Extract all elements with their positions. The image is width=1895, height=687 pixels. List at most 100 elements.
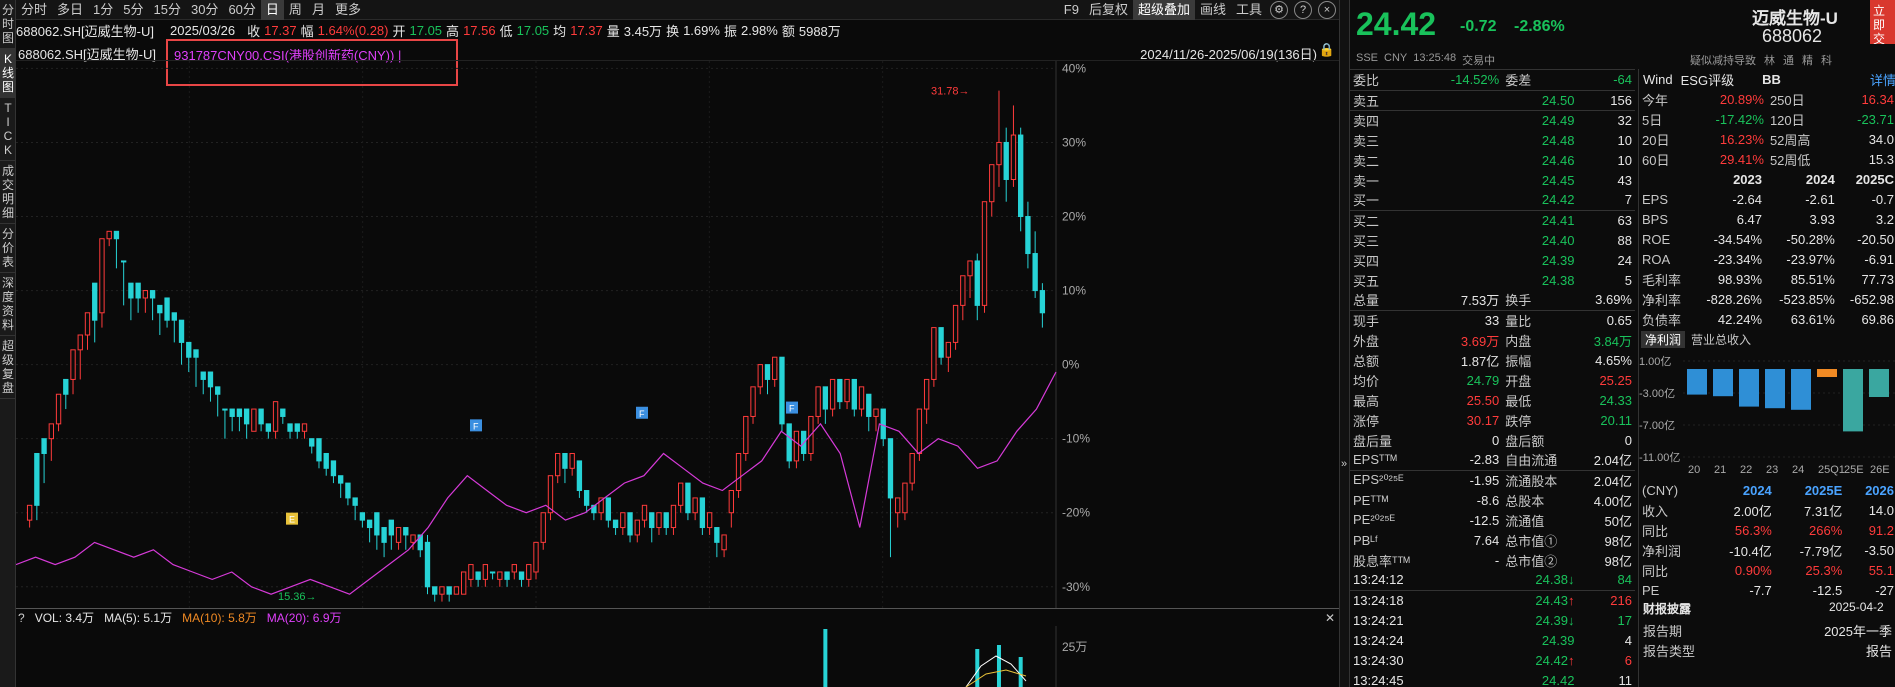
tab-revenue[interactable]: 营业总收入 (1691, 332, 1752, 347)
order-book: 委比 -14.52% 委差 -64 卖五 24.50 156 卖四 24.49 32 卖三 24.48… (1350, 69, 1635, 687)
fund-row-cell: 2.04亿 (1593, 453, 1632, 469)
period-tab[interactable]: 月 (311, 1, 325, 17)
period-tab[interactable]: 1分 (93, 1, 114, 17)
perf-value: 16.34 (1861, 91, 1894, 107)
event-marker[interactable] (636, 406, 648, 419)
ask-row: 卖二 24.46 10 (1350, 150, 1635, 170)
candle-body (641, 504, 648, 521)
toolbar-item[interactable]: 超级叠加 (1132, 0, 1195, 20)
lock-icon[interactable]: 🔒 (1318, 42, 1335, 57)
candle-body (815, 386, 821, 417)
chart-range[interactable]: 2024/11/26-2025/06/19(136日) (1140, 47, 1317, 62)
candle-body (41, 438, 47, 454)
ask-row-cell: 卖二 (1353, 153, 1380, 169)
volume-chart[interactable]: 25万 (16, 626, 1339, 687)
left-nav-char: 图 (1, 31, 14, 45)
candle-body (164, 297, 170, 321)
period-tab[interactable]: 5分 (123, 1, 144, 17)
event-marker[interactable] (470, 419, 482, 432)
candle-body (540, 512, 546, 543)
left-nav-item[interactable]: 成交明细 (0, 161, 16, 224)
fundamentals-column: Wind ESG评级 BB 详情 今年 20.89% 250日 16.34 5日 -17.… (1638, 69, 1895, 687)
tag-1[interactable]: 疑似减持导致 (1690, 55, 1756, 67)
stat-row-cell: 24.79 (1466, 372, 1500, 388)
close-icon[interactable]: × (1318, 0, 1336, 19)
candle-body (352, 497, 358, 506)
profit-bar (1791, 369, 1811, 410)
high-label: 高 (446, 23, 460, 39)
left-nav-item[interactable]: 分时图 (0, 0, 16, 49)
period-tab[interactable]: 周 (288, 1, 302, 17)
left-nav-char: 度 (1, 290, 14, 304)
tab-net-profit[interactable]: 净利润 (1641, 330, 1686, 348)
stat-row-cell: 换手 (1505, 293, 1532, 309)
period-tab[interactable]: 日 (260, 0, 284, 20)
candle-body (439, 586, 445, 595)
settings-icon[interactable]: ⚙ (1270, 0, 1288, 19)
period-tab[interactable]: 分时 (21, 1, 48, 17)
bid-row-cell: 7 (1624, 192, 1632, 208)
candle-body (750, 386, 756, 417)
vol-help-icon[interactable]: ? (18, 610, 25, 625)
bid-row-cell: 24 (1617, 252, 1632, 268)
period-tab[interactable]: 60分 (228, 1, 256, 17)
price-change: -0.72 (1460, 18, 1497, 35)
left-nav-char: 复 (1, 367, 14, 381)
vol-close-icon[interactable]: ✕ (1324, 610, 1335, 625)
left-nav-item[interactable]: 超级复盘 (0, 336, 16, 399)
tag-5[interactable]: 科 (1821, 55, 1832, 67)
candle-body (598, 497, 604, 514)
period-tab[interactable]: 多日 (57, 1, 84, 17)
est-cell: 同比 (1642, 523, 1669, 539)
toolbar-item[interactable]: 工具 (1235, 1, 1262, 17)
collapse-arrow-icon[interactable]: » (1341, 458, 1348, 470)
candle-body (323, 452, 329, 469)
candle-body (866, 393, 872, 417)
candle-body (222, 408, 228, 411)
period-tab[interactable]: 30分 (190, 1, 219, 17)
report-period: 2025年一季 (1824, 623, 1892, 639)
stat-row-cell: 外盘 (1353, 333, 1380, 349)
help-icon[interactable]: ? (1294, 0, 1312, 19)
event-marker[interactable] (286, 512, 298, 525)
candle-body (77, 334, 83, 351)
toolbar-item[interactable]: 画线 (1199, 1, 1226, 17)
event-marker[interactable] (786, 401, 798, 414)
fin-cell: -0.7 (1871, 191, 1894, 207)
toolbar-item[interactable]: F9 (1063, 1, 1079, 17)
esg-detail-link[interactable]: 详情 (1869, 72, 1895, 88)
candle-body (417, 534, 423, 551)
candle-body (989, 164, 995, 203)
period-tab[interactable]: 更多 (334, 1, 361, 17)
trade-button[interactable]: 立即交易 (1870, 0, 1895, 44)
vol-ma10-line (965, 669, 1027, 687)
panel-divider[interactable]: » (1339, 0, 1349, 687)
tag-3[interactable]: 通 (1783, 55, 1794, 67)
left-nav-char: 交 (1, 178, 14, 192)
perf-value: -23.71 (1857, 111, 1894, 127)
candle-body (410, 534, 416, 543)
tag-4[interactable]: 精 (1802, 55, 1813, 67)
overlay-highlight-box[interactable]: 931787CNY00.CSI(港股创新药(CNY)) | (166, 39, 458, 86)
bid-row-cell: 24.39 (1541, 252, 1575, 268)
left-nav-item[interactable]: 深度资料 (0, 273, 16, 336)
est-cell: 净利润 (1642, 543, 1682, 559)
left-nav-item[interactable]: 分价表 (0, 224, 16, 273)
fund-row: EPSᵀᵀᴹ -2.83 自由流通 2.04亿 (1350, 450, 1635, 470)
stat-row-cell: 1.87亿 (1460, 353, 1500, 369)
toolbar-item[interactable]: 后复权 (1088, 1, 1128, 17)
fin-cell: -50.28% (1786, 231, 1835, 247)
kline-chart[interactable]: 40% 30% 20% 10% 0% -10% -20% -30% 31.78→ 15.36→ E F… (16, 60, 1339, 608)
perf-value: 16.23% (1719, 131, 1764, 147)
stat-row-cell: 3.69万 (1460, 333, 1500, 349)
candle-body (468, 564, 474, 580)
y-tick-label: 0% (1062, 358, 1080, 372)
tick-row: 13:24:24 24.39 4 (1350, 630, 1635, 650)
tag-2[interactable]: 林 (1764, 55, 1775, 67)
period-tab[interactable]: 15分 (153, 1, 181, 17)
overlay-symbol[interactable]: 931787CNY00.CSI(港股创新药(CNY)) | (174, 48, 402, 63)
perf-label: 120日 (1769, 112, 1805, 128)
